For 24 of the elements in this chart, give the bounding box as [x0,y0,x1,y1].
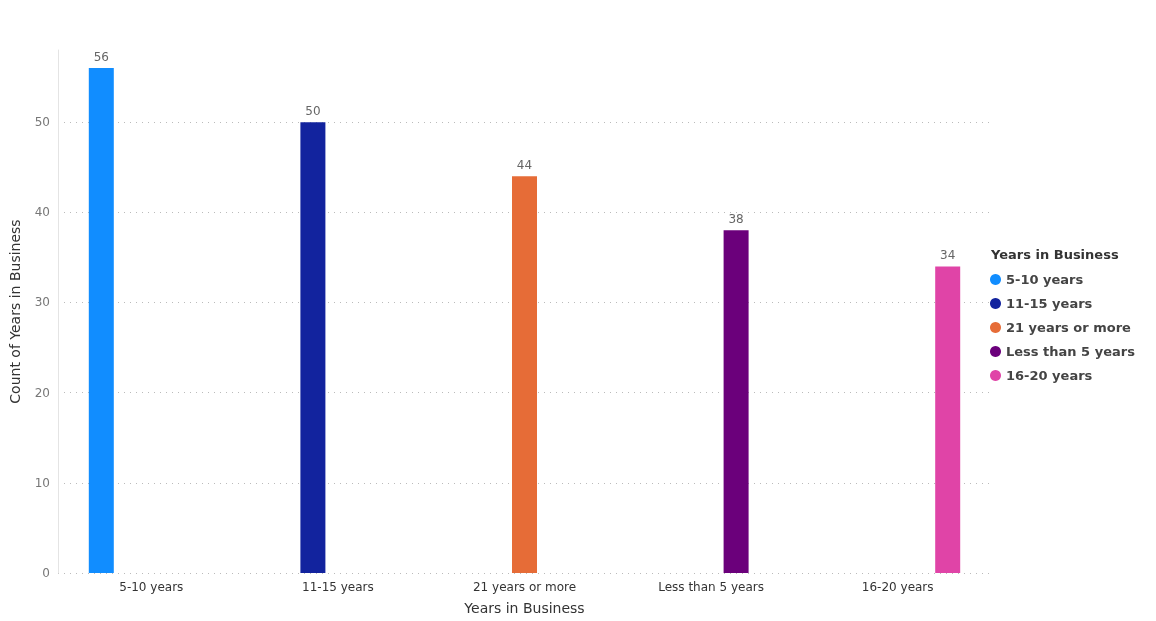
y-tick-label: 50 [34,115,50,130]
data-label: 34 [940,248,956,263]
legend-title: Years in Business [990,247,1119,262]
x-tick-label: 11-15 years [302,580,374,594]
legend-label: 21 years or more [1006,320,1132,335]
data-label: 38 [728,212,744,227]
x-tick-label: Less than 5 years [658,580,764,594]
legend-label: 5-10 years [1006,272,1084,287]
y-tick-label: 30 [34,295,50,310]
y-tick-label: 20 [34,385,50,400]
legend-label: Less than 5 years [1006,344,1136,359]
x-tick-label: 21 years or more [472,580,577,594]
y-tick-label: 40 [34,205,50,220]
data-label: 44 [516,158,533,173]
legend-label: 11-15 years [1006,296,1093,311]
x-tick-label: 16-20 years [861,580,934,594]
y-axis-title: Count of Years in Business [7,219,23,404]
legend-label: 16-20 years [1006,368,1093,383]
y-tick-label: 0 [42,566,50,580]
data-label: 56 [93,50,109,65]
x-axis-title: Years in Business [463,600,585,616]
x-tick-label: 5-10 years [119,580,184,594]
y-tick-label: 10 [34,475,50,490]
data-label: 50 [305,104,321,119]
